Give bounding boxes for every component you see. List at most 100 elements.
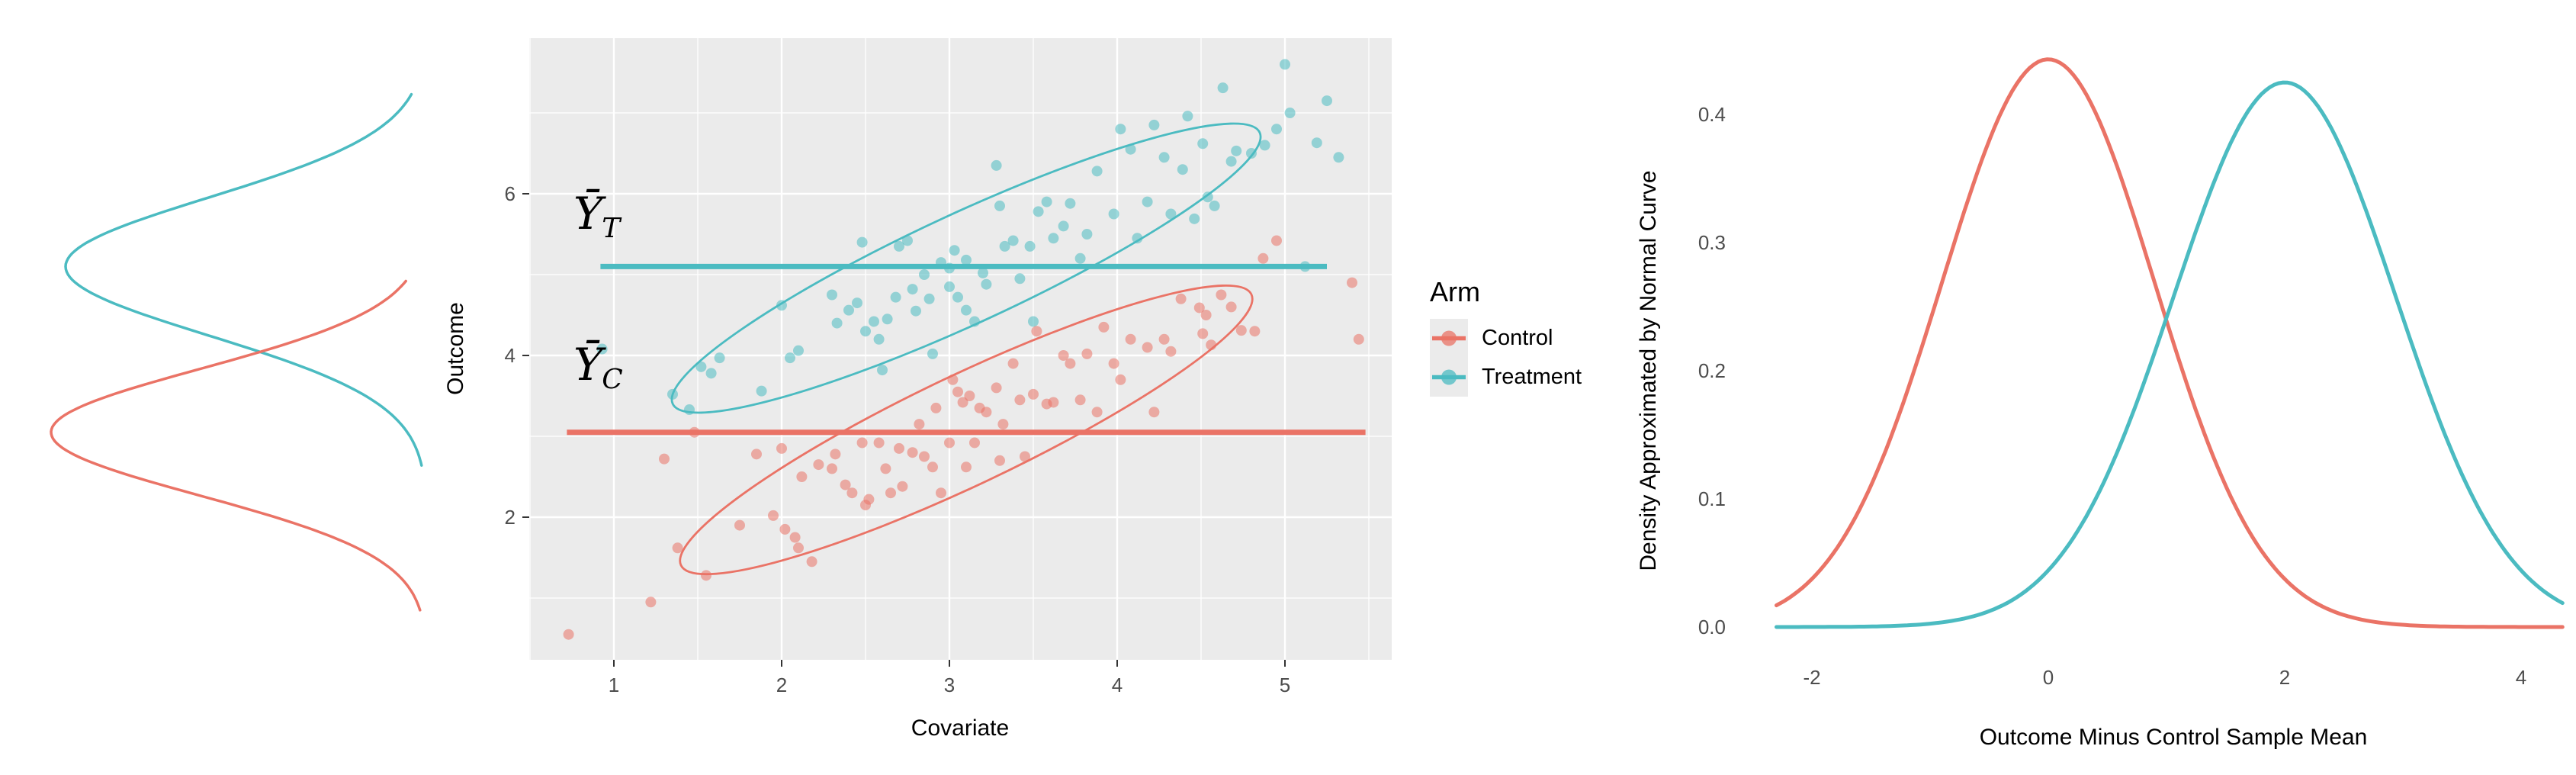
pointrange-icon — [1432, 330, 1466, 346]
scatter-point-control — [806, 556, 817, 568]
scatter-point-treatment — [869, 316, 879, 327]
scatter-point-control — [1235, 325, 1247, 336]
scatter-point-control — [1347, 277, 1357, 288]
control-mean-label: ȲC — [573, 340, 623, 404]
scatter-point-treatment — [1115, 124, 1126, 135]
scatter-point-control — [846, 487, 858, 499]
x-tick-label: 3 — [943, 674, 956, 696]
scatter-point-control — [1065, 358, 1076, 369]
scatter-point-treatment — [1142, 196, 1153, 207]
scatter-point-control — [1197, 328, 1209, 339]
scatter-point-control — [1353, 333, 1364, 345]
y-tick-label: 0.3 — [1698, 231, 1726, 254]
scatter-point-treatment — [1311, 137, 1322, 149]
scatter-point-treatment — [1202, 191, 1213, 203]
scatter-point-treatment — [843, 304, 854, 316]
scatter-point-control — [1031, 326, 1042, 337]
scatter-point-control — [927, 461, 938, 473]
scatter-point-treatment — [1091, 166, 1103, 177]
scatter-point-control — [701, 570, 711, 581]
x-tick-label: -2 — [1803, 666, 1821, 689]
legend: Arm Control Treatment — [1430, 276, 1582, 397]
scatter-point-control — [1257, 252, 1269, 264]
density-curve-treatment — [1775, 80, 2565, 629]
scatter-point-treatment — [1209, 200, 1220, 211]
scatter-panel — [529, 38, 1392, 660]
x-tick-label: 0 — [2042, 666, 2054, 689]
scatter-point-control — [894, 442, 904, 454]
scatter-point-control — [957, 397, 968, 408]
scatter-point-treatment — [877, 365, 888, 376]
scatter-point-control — [880, 463, 891, 474]
scatter-point-treatment — [1231, 145, 1242, 156]
scatter-point-control — [1081, 348, 1093, 359]
scatter-point-treatment — [1333, 152, 1344, 163]
scatter-point-control — [793, 542, 804, 554]
scatter-point-control — [1108, 358, 1119, 369]
scatter-point-control — [751, 449, 762, 460]
scatter-point-treatment — [1081, 229, 1093, 240]
scatter-point-treatment — [949, 245, 960, 256]
scatter-point-control — [944, 437, 955, 449]
scatter-point-control — [1158, 333, 1170, 345]
scatter-point-treatment — [714, 352, 725, 364]
scatter-point-treatment — [756, 385, 767, 397]
group-ellipse-treatment — [670, 122, 1262, 414]
scatter-point-control — [830, 449, 841, 460]
scatter-point-treatment — [961, 254, 972, 265]
scatter-point-treatment — [1158, 152, 1170, 163]
y-tick-label: 2 — [504, 506, 516, 529]
scatter-point-treatment — [1065, 198, 1076, 209]
scatter-point-treatment — [944, 281, 955, 292]
y-tick-label: 0.2 — [1698, 359, 1726, 382]
treatment-mean-subscript: T — [602, 212, 621, 244]
scatter-point-control — [1115, 374, 1126, 385]
scatter-point-treatment — [1048, 233, 1059, 244]
scatter-point-treatment — [1132, 233, 1143, 244]
scatter-point-treatment — [856, 236, 868, 248]
scatter-point-control — [776, 442, 787, 454]
y-tick-label: 4 — [504, 344, 516, 367]
x-tick-label: 4 — [1111, 674, 1123, 696]
scatter-point-treatment — [1058, 220, 1069, 232]
scatter-point-control — [994, 455, 1005, 466]
marginal-density-curve-treatment — [64, 92, 423, 467]
scatter-point-treatment — [793, 345, 804, 356]
scatter-point-treatment — [873, 333, 885, 345]
scatter-point-treatment — [923, 293, 935, 304]
scatter-point-control — [914, 419, 925, 430]
scatter-point-treatment — [1259, 140, 1270, 151]
y-tick-label: 0.4 — [1698, 103, 1726, 126]
scatter-point-control — [1175, 293, 1187, 304]
scatter-point-treatment — [1189, 213, 1200, 224]
scatter-point-treatment — [1108, 208, 1119, 220]
scatter-point-treatment — [1182, 111, 1193, 122]
legend-item-treatment: Treatment — [1430, 358, 1582, 397]
scatter-point-control — [1007, 358, 1019, 369]
scatter-point-treatment — [596, 343, 608, 355]
scatter-point-control — [863, 494, 875, 505]
y-tick-label: 0.0 — [1698, 616, 1726, 638]
control-mean-subscript: C — [602, 363, 623, 395]
scatter-point-treatment — [1177, 164, 1188, 175]
scatter-point-control — [563, 629, 574, 640]
scatter-point-control — [936, 487, 946, 499]
scatter-point-treatment — [785, 352, 795, 364]
scatter-point-treatment — [1074, 252, 1086, 264]
scatter-point-control — [964, 391, 975, 401]
scatter-point-control — [897, 481, 908, 492]
group-ellipse-control — [679, 284, 1254, 576]
scatter-point-control — [1028, 388, 1039, 400]
scatter-point-treatment — [1217, 82, 1229, 94]
scatter-point-treatment — [981, 278, 992, 290]
legend-key-control — [1430, 319, 1468, 358]
y-tick-label: 6 — [504, 182, 516, 205]
x-tick-label: 5 — [1279, 674, 1291, 696]
scatter-point-treatment — [860, 326, 871, 337]
scatter-point-control — [856, 437, 868, 449]
legend-label-control: Control — [1482, 326, 1553, 350]
scatter-point-control — [779, 523, 791, 535]
legend-key-treatment — [1430, 358, 1468, 397]
legend-item-control: Control — [1430, 319, 1582, 358]
scatter-point-control — [1142, 342, 1153, 353]
